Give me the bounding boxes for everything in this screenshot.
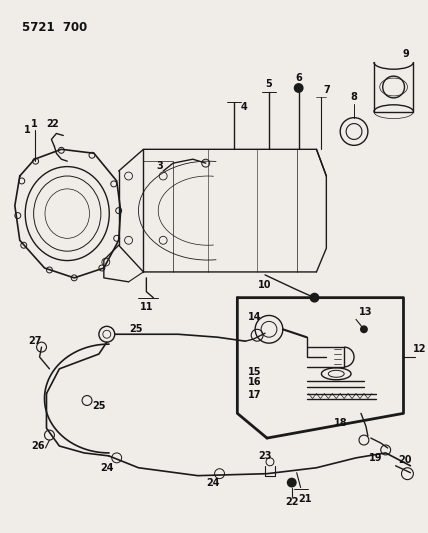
- Text: 26: 26: [31, 441, 45, 451]
- Text: 14: 14: [248, 312, 262, 322]
- Text: 5721  700: 5721 700: [22, 21, 87, 34]
- Text: 18: 18: [334, 418, 348, 428]
- Text: 8: 8: [351, 92, 357, 102]
- Text: 19: 19: [369, 453, 383, 463]
- Text: 17: 17: [248, 390, 262, 400]
- Text: 24: 24: [206, 478, 220, 488]
- Circle shape: [287, 478, 297, 488]
- Text: 2: 2: [51, 119, 58, 128]
- Text: 9: 9: [402, 50, 409, 59]
- Text: 12: 12: [413, 344, 427, 354]
- Text: 15: 15: [248, 367, 262, 377]
- Text: 24: 24: [100, 463, 113, 473]
- Text: 13: 13: [359, 308, 373, 318]
- Circle shape: [294, 83, 303, 93]
- Text: 6: 6: [295, 73, 302, 83]
- Text: 27: 27: [28, 336, 42, 346]
- Text: 3: 3: [157, 161, 163, 171]
- Text: 10: 10: [258, 280, 272, 290]
- Text: 4: 4: [241, 102, 248, 112]
- Text: 1: 1: [31, 119, 38, 128]
- Text: 21: 21: [298, 495, 311, 504]
- Text: 1: 1: [24, 125, 31, 134]
- Text: 5: 5: [266, 79, 272, 89]
- Text: 20: 20: [399, 455, 412, 465]
- Text: 7: 7: [323, 85, 330, 95]
- Text: 2: 2: [46, 119, 53, 128]
- Text: 25: 25: [92, 401, 106, 411]
- Text: 23: 23: [258, 451, 272, 461]
- Circle shape: [309, 293, 319, 303]
- Circle shape: [360, 325, 368, 333]
- Text: 16: 16: [248, 377, 262, 387]
- Text: 25: 25: [130, 324, 143, 334]
- Text: 22: 22: [285, 497, 298, 507]
- Text: 11: 11: [140, 302, 153, 312]
